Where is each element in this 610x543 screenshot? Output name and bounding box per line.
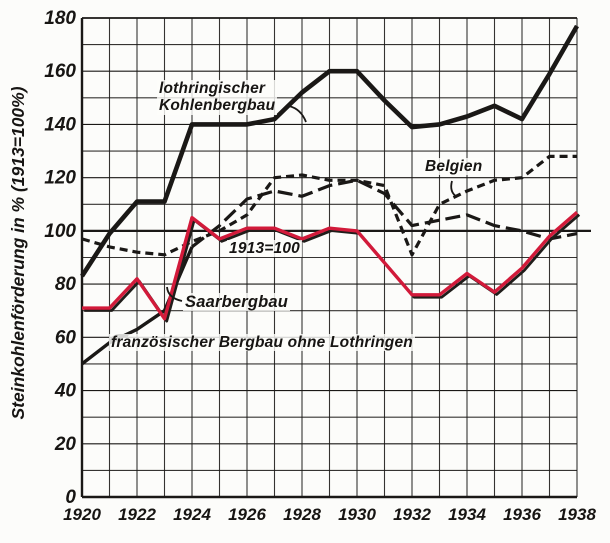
y-tick-label-60: 60: [55, 327, 77, 348]
y-tick-label-180: 180: [44, 8, 76, 29]
y-tick-label-80: 80: [55, 274, 77, 295]
series-label-line1: lothringischer: [159, 80, 266, 97]
series-lothringischer-kohlenbergbau: [80, 24, 579, 278]
x-tick-label-1920: 1920: [63, 505, 101, 524]
series-label-belgien: Belgien: [423, 158, 485, 176]
series-label-lothringischer-kohlenbergbau: lothringischer Kohlenbergbau: [157, 80, 278, 115]
y-axis-title: Steinkohlenförderung in % (1913=100%): [8, 86, 28, 419]
pointer-lothringischer: [288, 105, 307, 123]
x-tick-label-1930: 1930: [338, 505, 376, 524]
reference-line-label: 1913=100: [227, 240, 302, 258]
series-label-saarbergbau: Saarbergbau: [183, 293, 291, 312]
y-tick-label-100: 100: [44, 221, 76, 242]
series-saarbergbau-print-shadow: [84, 213, 581, 323]
y-tick-label-40: 40: [54, 381, 77, 402]
series-label-line2: Kohlenbergbau: [159, 97, 276, 115]
x-tick-label-1934: 1934: [448, 505, 486, 524]
pointer-saarbergbau: [166, 286, 183, 302]
x-tick-label-1928: 1928: [283, 505, 321, 524]
y-tick-label-20: 20: [54, 434, 77, 455]
x-tick-label-1938: 1938: [558, 505, 596, 524]
y-tick-label-160: 160: [44, 61, 76, 82]
x-tick-label-1932: 1932: [393, 505, 431, 524]
series-label-franzoesischer-bergbau: französischer Bergbau ohne Lothringen: [109, 334, 415, 352]
pointer-belgien: [450, 180, 458, 198]
series-saarbergbau: [82, 211, 579, 321]
x-tick-label-1926: 1926: [228, 505, 266, 524]
x-tick-label-1936: 1936: [503, 505, 541, 524]
x-tick-label-1924: 1924: [173, 505, 211, 524]
y-tick-label-0: 0: [65, 487, 76, 508]
y-tick-label-120: 120: [44, 168, 76, 189]
series-franzoesischer-bergbau-dashed: [191, 178, 578, 249]
series-belgien: [81, 154, 577, 257]
y-tick-label-140: 140: [44, 114, 76, 135]
x-tick-label-1922: 1922: [118, 505, 156, 524]
